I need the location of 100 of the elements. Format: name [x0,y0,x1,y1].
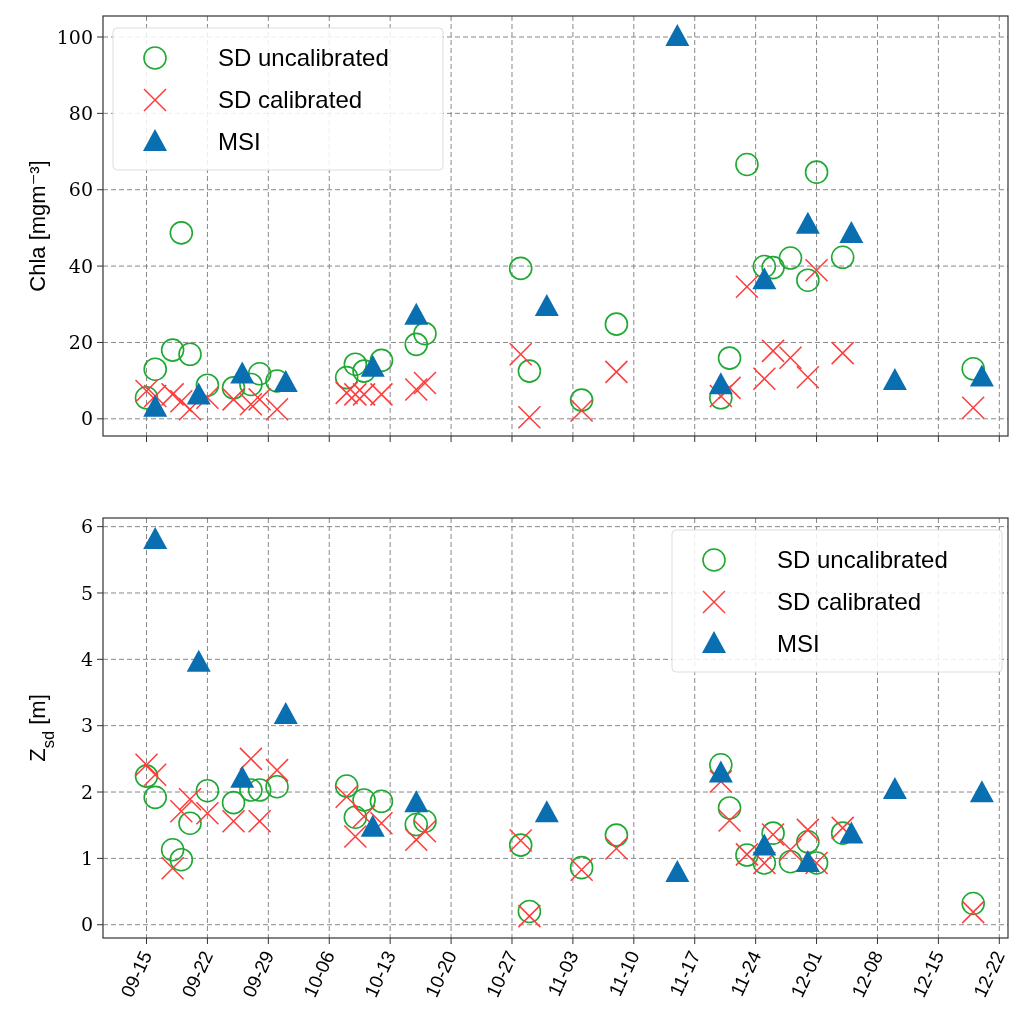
y-tick-label: 0 [80,913,93,936]
point [334,381,359,405]
point [708,372,733,395]
point [882,368,907,391]
point [265,774,289,799]
y-axis-title: Chla [mgm⁻³] [25,160,50,292]
point [508,342,533,367]
point [143,357,168,381]
point [178,787,202,812]
y-tick-label: 1 [80,847,93,870]
point [343,352,368,377]
point [882,777,907,800]
point [265,758,289,782]
point [778,345,803,370]
point [413,321,437,346]
point [178,811,202,836]
x-tick-label: 11-10 [604,947,644,1000]
point [247,809,272,833]
point [239,392,263,417]
x-tick-label: 11-03 [543,947,583,1000]
x-tick-label: 10-27 [482,947,522,1001]
point [517,359,542,383]
x-tick-label: 12-01 [786,947,827,1001]
point [239,372,263,397]
x-tick-label: 11-24 [726,947,766,1000]
point [404,828,429,852]
point [413,809,437,834]
point [804,258,829,283]
point [369,382,394,407]
point [239,747,263,771]
point [517,405,542,430]
point [230,361,255,384]
point [761,255,785,280]
legend-label: MSI [777,630,820,658]
point [839,821,864,844]
point [508,256,533,281]
legend-label: SD calibrated [218,86,363,114]
y-tick-label: 40 [68,254,93,277]
point [717,808,742,833]
point [334,784,359,809]
point [839,221,864,244]
point [195,373,220,398]
x-tick-label: 12-15 [908,947,949,1001]
point [604,360,629,384]
point [604,836,629,861]
point [752,366,777,391]
point [761,339,785,363]
x-tick-label: 12-22 [969,947,1009,1001]
point [508,833,533,857]
point [160,856,185,881]
x-tick-label: 10-13 [360,947,400,1001]
point [160,837,185,862]
point [752,267,777,290]
point [569,388,594,412]
point [352,788,376,812]
point [830,245,855,270]
point [796,365,820,389]
point [752,254,777,279]
x-tick-label: 09-29 [238,947,278,1001]
point [134,753,159,777]
point [804,160,829,184]
point [369,789,394,814]
point [169,221,194,245]
point [778,838,803,862]
point [247,387,272,412]
x-tick-label: 12-08 [847,947,888,1001]
point [169,847,194,872]
point [404,332,429,357]
point [352,804,376,829]
point [508,828,533,853]
point [961,396,985,420]
y-tick-label: 5 [80,581,93,604]
y-tick-label: 3 [80,714,93,737]
point [961,891,985,916]
point [221,387,246,412]
legend-label: MSI [218,128,261,156]
point [334,774,359,798]
point [221,809,246,833]
y-tick-label: 80 [68,102,93,125]
point [735,274,759,299]
point [178,342,202,367]
point [404,377,429,402]
point [752,833,777,856]
point [143,763,167,787]
point [369,348,394,373]
point [534,800,559,823]
point [413,371,437,395]
point [569,398,594,423]
point [404,790,429,813]
point [778,849,803,874]
point [265,397,289,422]
point [796,829,820,854]
point [778,246,803,270]
point [178,397,202,422]
point [352,382,376,407]
point [717,796,742,820]
point [352,359,376,383]
point [134,379,159,403]
point [343,382,368,407]
y-tick-label: 2 [80,780,93,803]
